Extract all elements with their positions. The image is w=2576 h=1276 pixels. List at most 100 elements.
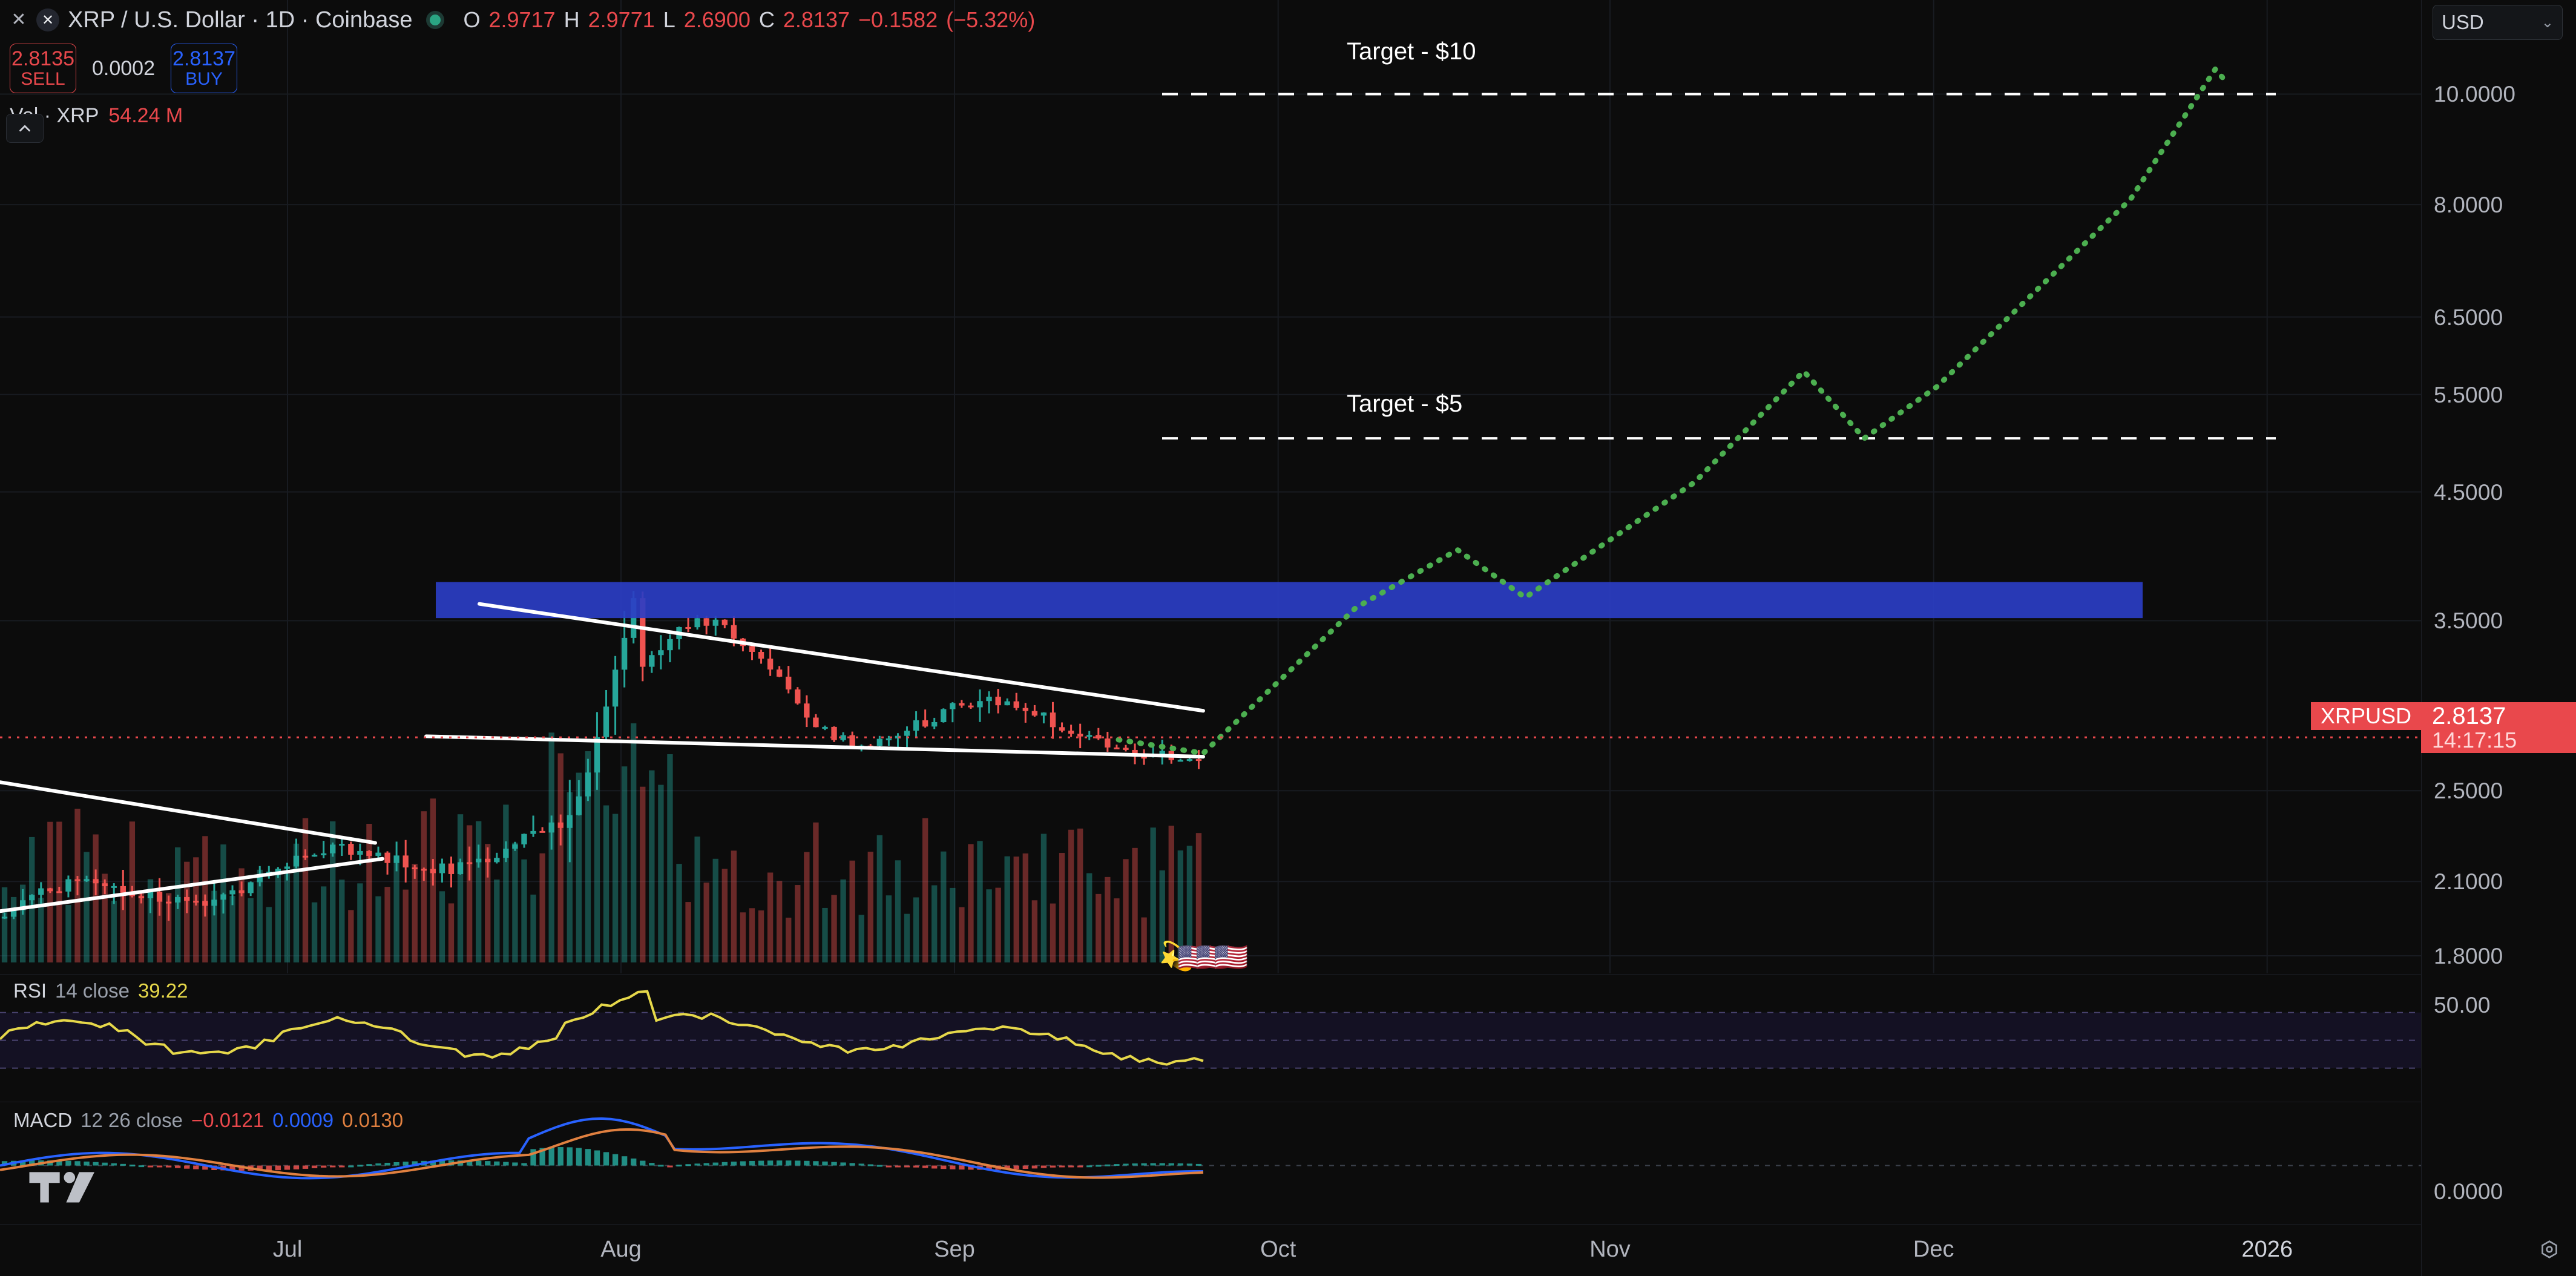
candle-body (229, 890, 235, 895)
macd-histogram-bar (339, 1165, 345, 1168)
xrp-logo-icon: ✕ (36, 8, 59, 31)
macd-histogram-bar (831, 1162, 837, 1166)
ohlc-key-c: C (758, 7, 775, 32)
macd-histogram-bar (229, 1165, 235, 1171)
close-icon[interactable]: ✕ (11, 10, 27, 30)
price-scale[interactable]: USD ⌄ 10.0000 8.0000 6.5000 5.5000 4.5000 3.5… (2421, 0, 2576, 1276)
sell-price: 2.8135 (12, 47, 74, 70)
volume-bar (1, 887, 8, 962)
time-scale[interactable]: Jul Aug Sep Oct Nov Dec 2026 (0, 1224, 2421, 1276)
volume-bar (986, 889, 992, 962)
collapse-legend-button[interactable] (6, 114, 44, 143)
sell-button[interactable]: 2.8135 SELL (10, 44, 76, 93)
rsi-legend[interactable]: RSI 14 close 39.22 (13, 979, 188, 1002)
volume-bar (1077, 828, 1083, 962)
rsi-name: RSI (13, 979, 47, 1002)
trendline[interactable] (478, 602, 1205, 713)
candle-body (640, 598, 646, 667)
volume-bar (922, 818, 928, 962)
time-scale-label: 2026 (2241, 1237, 2293, 1262)
volume-bar (557, 753, 564, 962)
sparkle-emoji-sticker[interactable]: 💫 (1159, 940, 1194, 972)
candle-body (19, 900, 26, 910)
buy-button[interactable]: 2.8137 BUY (171, 44, 237, 93)
volume-bar (1068, 829, 1074, 962)
candle-body (102, 883, 108, 887)
candle-body (932, 722, 938, 727)
trendline[interactable] (0, 780, 377, 845)
volume-bar (348, 910, 354, 962)
candle-body (457, 862, 464, 874)
candle-body (649, 655, 655, 667)
volume-bar (175, 847, 181, 962)
projection-path[interactable] (1116, 64, 2230, 757)
candle-body (685, 626, 691, 629)
trendline[interactable] (424, 734, 1205, 759)
bar-countdown: 14:17:15 (2432, 728, 2517, 752)
macd-histogram-bar (330, 1165, 336, 1168)
volume-bar (895, 860, 901, 962)
macd-histogram-bar (694, 1163, 700, 1166)
volume-bar (913, 897, 919, 962)
sell-label: SELL (21, 69, 65, 89)
candle-body (184, 896, 190, 901)
candle-body (1086, 735, 1092, 737)
flag-emoji-sticker-2[interactable]: 🇺🇸 (1195, 941, 1230, 973)
volume-bar (585, 751, 591, 962)
macd-histogram-bar (1159, 1163, 1165, 1166)
macd-histogram-bar (29, 1160, 35, 1166)
macd-histogram-bar (184, 1165, 190, 1169)
spread-value: 0.0002 (92, 56, 155, 80)
candle-body (667, 639, 673, 651)
rsi-value: 39.22 (137, 979, 188, 1002)
price-scale-label: 2.1000 (2434, 869, 2503, 895)
macd-histogram-bar (1086, 1165, 1092, 1168)
volume-bar (649, 770, 655, 962)
candle-body (202, 901, 208, 906)
currency-select[interactable]: USD ⌄ (2433, 5, 2563, 40)
flag-emoji-sticker-1[interactable]: 🇺🇸 (1177, 941, 1212, 973)
trendline[interactable] (0, 857, 384, 913)
volume-bar (740, 912, 746, 962)
macd-histogram-bar (120, 1163, 126, 1166)
candle-body (621, 637, 628, 670)
macd-histogram-bar (503, 1162, 509, 1166)
candle-body (557, 822, 564, 828)
candle-body (38, 888, 44, 895)
volume-bar (1050, 903, 1056, 962)
resistance-zone[interactable] (436, 582, 2143, 619)
candle-body (512, 844, 518, 849)
macd-legend[interactable]: MACD 12 26 close −0.0121 0.0009 0.0130 (13, 1109, 403, 1132)
macd-pane[interactable] (0, 1102, 2421, 1224)
macd-histogram-bar (1123, 1163, 1129, 1166)
time-scale-label: Oct (1260, 1237, 1296, 1262)
volume-bar (758, 910, 764, 962)
volume-bar (357, 883, 363, 962)
candle-body (786, 676, 792, 690)
macd-signal-line (0, 1128, 1204, 1179)
volume-bar (1031, 900, 1038, 962)
volume-legend[interactable]: Vol · XRP 54.24 M (10, 104, 1035, 128)
main-price-pane[interactable] (0, 0, 2421, 973)
visibility-indicator-icon[interactable] (426, 11, 444, 29)
time-settings-icon[interactable] (2537, 1237, 2561, 1261)
price-scale-label: 5.5000 (2434, 382, 2503, 407)
symbol-title[interactable]: XRP / U.S. Dollar · 1D · Coinbase (68, 7, 413, 33)
volume-bar (822, 907, 828, 962)
current-price-badge[interactable]: 2.8137 14:17:15 (2421, 702, 2576, 753)
candle-body (1004, 701, 1010, 706)
candle-body (1040, 712, 1047, 716)
volume-bar (567, 792, 573, 962)
candle-body (357, 850, 363, 855)
candle-body (84, 879, 90, 881)
macd-histogram-bar (74, 1161, 80, 1166)
current-price-value: 2.8137 (2432, 703, 2506, 729)
volume-bar (831, 895, 837, 962)
candle-body (503, 849, 509, 858)
candle-body (895, 735, 901, 738)
macd-histogram-bar (1177, 1163, 1184, 1166)
macd-histogram-bar (393, 1162, 399, 1166)
rsi-pane[interactable] (0, 974, 2421, 1101)
flag-emoji-sticker-3[interactable]: 🇺🇸 (1214, 941, 1249, 973)
volume-bar (676, 864, 682, 962)
